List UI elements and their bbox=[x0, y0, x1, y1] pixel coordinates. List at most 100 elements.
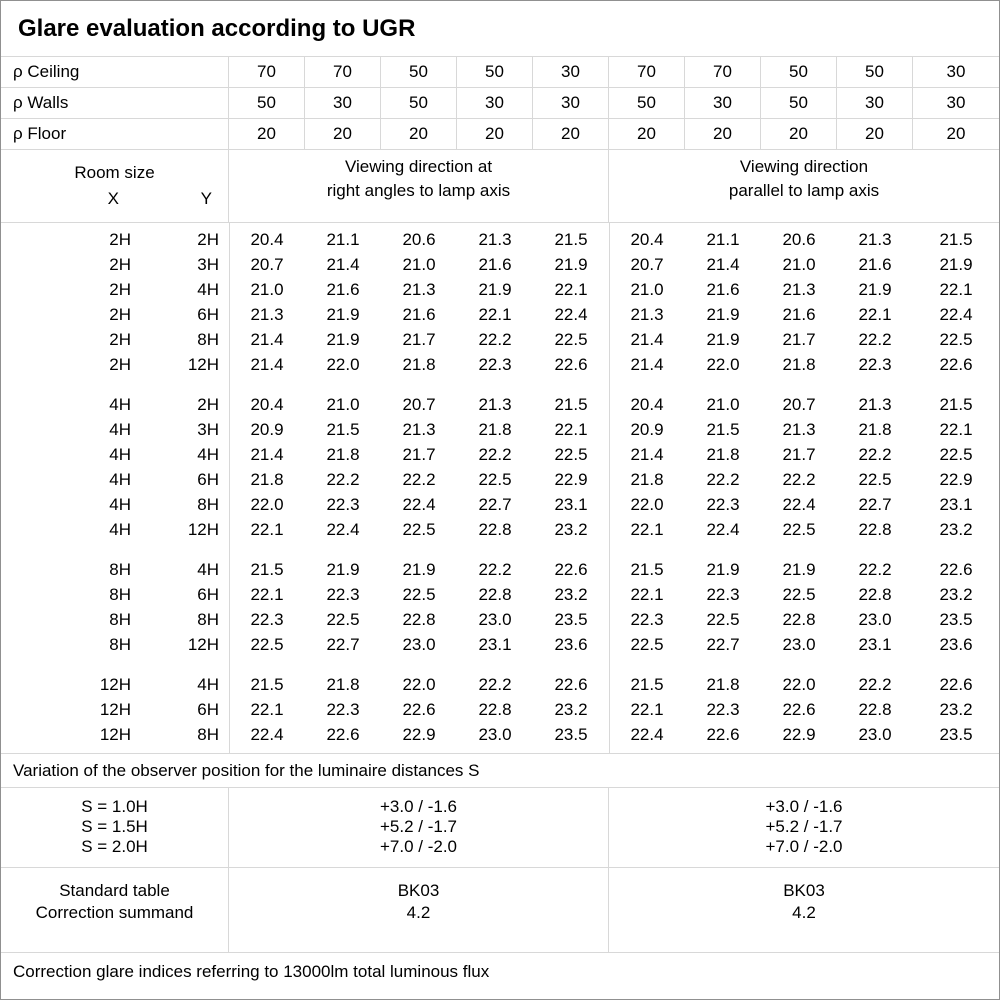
ugr-value-right-angles: 22.7 bbox=[478, 495, 512, 514]
s-distance-labels: S = 1.0H S = 1.5H S = 2.0H bbox=[1, 788, 229, 867]
reflectance-value: 20 bbox=[381, 119, 457, 149]
room-size-y-value: 8H bbox=[197, 495, 219, 514]
divider-label-column bbox=[229, 223, 230, 753]
ugr-value-parallel: 22.6 bbox=[939, 675, 973, 694]
ugr-value-right-angles: 22.2 bbox=[478, 560, 512, 579]
ugr-value-parallel: 22.2 bbox=[858, 445, 892, 464]
reflectance-label: ρ Ceiling bbox=[1, 57, 229, 87]
ugr-table-row: 8H 6H 22.1 22.3 22.5 22.8 23.2 22.1 22.3 22.5 22.8… bbox=[1, 582, 999, 607]
reflectance-value: 30 bbox=[457, 88, 533, 118]
ugr-value-parallel: 23.0 bbox=[858, 610, 892, 629]
ugr-value-parallel: 22.4 bbox=[782, 495, 816, 514]
ugr-value-right-angles: 22.7 bbox=[326, 635, 360, 654]
reflectance-row: ρ Ceiling 70 70 50 50 30 70 70 50 50 30 bbox=[1, 57, 999, 88]
correction-summand-value: 4.2 bbox=[406, 903, 431, 922]
ugr-value-right-angles: 23.5 bbox=[554, 725, 588, 744]
right-angles-header: Viewing direction at right angles to lam… bbox=[229, 150, 609, 222]
ugr-value-right-angles: 22.2 bbox=[402, 470, 436, 489]
ugr-value-right-angles: 21.5 bbox=[554, 395, 588, 414]
ugr-value-right-angles: 22.1 bbox=[250, 520, 284, 539]
room-size-y-value: 4H bbox=[197, 560, 219, 579]
s-label-row2: S = 1.5H bbox=[81, 817, 148, 836]
ugr-value-parallel: 22.5 bbox=[782, 520, 816, 539]
ugr-value-parallel: 22.1 bbox=[858, 305, 892, 324]
group-gap bbox=[1, 542, 999, 557]
ugr-value-right-angles: 21.6 bbox=[478, 255, 512, 274]
ugr-value-right-angles: 22.8 bbox=[478, 700, 512, 719]
ugr-value-right-angles: 22.0 bbox=[402, 675, 436, 694]
ugr-table-row: 4H 3H 20.9 21.5 21.3 21.8 22.1 20.9 21.5 21.3 21.8… bbox=[1, 417, 999, 442]
room-size-y-value: 6H bbox=[197, 470, 219, 489]
standard-table-labels: Standard table Correction summand bbox=[1, 868, 229, 952]
ugr-value-right-angles: 22.2 bbox=[478, 675, 512, 694]
ugr-table-row: 8H 4H 21.5 21.9 21.9 22.2 22.6 21.5 21.9 21.9 22.2… bbox=[1, 557, 999, 582]
ugr-value-right-angles: 22.0 bbox=[250, 495, 284, 514]
y-column-label: Y bbox=[200, 189, 212, 208]
ugr-value-right-angles: 21.8 bbox=[402, 355, 436, 374]
ugr-value-parallel: 23.0 bbox=[782, 635, 816, 654]
ugr-value-right-angles: 22.5 bbox=[478, 470, 512, 489]
ugr-value-right-angles: 22.2 bbox=[478, 330, 512, 349]
ugr-value-right-angles: 22.3 bbox=[250, 610, 284, 629]
ugr-value-parallel: 22.9 bbox=[939, 470, 973, 489]
ugr-value-parallel: 22.4 bbox=[630, 725, 664, 744]
ugr-table-row: 4H 8H 22.0 22.3 22.4 22.7 23.1 22.0 22.3 22.4 22.7… bbox=[1, 492, 999, 517]
ugr-value-right-angles: 21.7 bbox=[402, 330, 436, 349]
ugr-value-parallel: 22.8 bbox=[858, 700, 892, 719]
room-size-x-value: 8H bbox=[109, 635, 131, 654]
ugr-value-right-angles: 22.4 bbox=[326, 520, 360, 539]
ugr-value-parallel: 22.2 bbox=[858, 675, 892, 694]
ugr-value-parallel: 22.8 bbox=[782, 610, 816, 629]
reflectance-value: 20 bbox=[533, 119, 609, 149]
ugr-table-row: 2H 8H 21.4 21.9 21.7 22.2 22.5 21.4 21.9 21.7 22.2… bbox=[1, 327, 999, 352]
right-angles-header-line2: right angles to lamp axis bbox=[326, 181, 511, 200]
reflectance-value: 50 bbox=[761, 88, 837, 118]
ugr-value-right-angles: 21.4 bbox=[250, 445, 284, 464]
ugr-value-parallel: 22.7 bbox=[858, 495, 892, 514]
ugr-value-parallel: 21.9 bbox=[706, 330, 740, 349]
standard-table-block: Standard table Correction summand BK03 4… bbox=[1, 868, 999, 953]
ugr-value-right-angles: 21.4 bbox=[326, 255, 360, 274]
ugr-value-right-angles: 22.9 bbox=[554, 470, 588, 489]
ugr-value-parallel: 21.5 bbox=[630, 560, 664, 579]
room-size-x-value: 4H bbox=[109, 495, 131, 514]
ugr-value-right-angles: 21.0 bbox=[402, 255, 436, 274]
reflectance-value: 30 bbox=[946, 62, 966, 81]
room-size-x-value: 8H bbox=[109, 585, 131, 604]
parallel-header-line1: Viewing direction bbox=[739, 157, 869, 176]
ugr-value-parallel: 23.1 bbox=[858, 635, 892, 654]
reflectance-value: 70 bbox=[305, 57, 381, 87]
ugr-value-parallel: 21.9 bbox=[706, 560, 740, 579]
reflectance-value: 50 bbox=[381, 88, 457, 118]
room-size-y-value: 2H bbox=[197, 395, 219, 414]
ugr-value-parallel: 21.6 bbox=[858, 255, 892, 274]
ugr-value-right-angles: 22.9 bbox=[402, 725, 436, 744]
ugr-value-right-angles: 21.7 bbox=[402, 445, 436, 464]
ugr-value-parallel: 23.0 bbox=[858, 725, 892, 744]
ugr-value-right-angles: 22.5 bbox=[554, 445, 588, 464]
ugr-value-right-angles: 21.9 bbox=[326, 330, 360, 349]
standard-table-values-parallel: BK03 4.2 bbox=[609, 868, 999, 952]
standard-table-label: Standard table bbox=[59, 881, 170, 900]
room-size-x-value: 8H bbox=[109, 610, 131, 629]
ugr-value-parallel: 20.9 bbox=[630, 420, 664, 439]
room-size-y-value: 6H bbox=[197, 585, 219, 604]
ugr-value-parallel: 22.0 bbox=[630, 495, 664, 514]
ugr-value-parallel: 21.9 bbox=[939, 255, 973, 274]
ugr-table-row: 12H 6H 22.1 22.3 22.6 22.8 23.2 22.1 22.3 22.6 22.… bbox=[1, 697, 999, 722]
s-value: +3.0 / -1.6 bbox=[379, 797, 458, 816]
ugr-value-right-angles: 22.8 bbox=[402, 610, 436, 629]
s-value: +5.2 / -1.7 bbox=[765, 817, 843, 836]
ugr-value-right-angles: 22.5 bbox=[250, 635, 284, 654]
observer-variation-block: S = 1.0H S = 1.5H S = 2.0H +3.0 / -1.6 +… bbox=[1, 788, 999, 868]
ugr-value-parallel: 22.1 bbox=[939, 420, 973, 439]
room-size-x-value: 4H bbox=[109, 395, 131, 414]
room-size-y-value: 2H bbox=[197, 230, 219, 249]
ugr-value-right-angles: 22.0 bbox=[326, 355, 360, 374]
s-values-parallel: +3.0 / -1.6 +5.2 / -1.7 +7.0 / -2.0 bbox=[609, 788, 999, 867]
ugr-table-row: 12H 8H 22.4 22.6 22.9 23.0 23.5 22.4 22.6 22.9 23.… bbox=[1, 722, 999, 747]
ugr-value-parallel: 21.3 bbox=[858, 395, 892, 414]
ugr-value-parallel: 22.7 bbox=[706, 635, 740, 654]
reflectance-value: 50 bbox=[457, 57, 533, 87]
room-size-header-row: Room size X Y Viewing direction at right… bbox=[1, 150, 999, 223]
